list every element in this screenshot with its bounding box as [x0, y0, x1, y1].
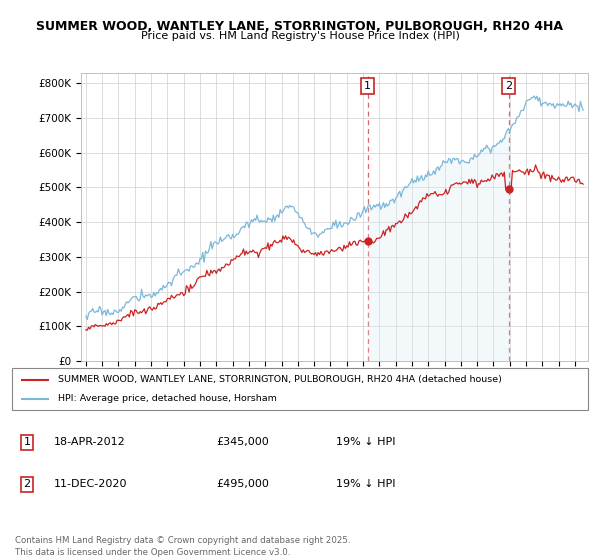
Text: SUMMER WOOD, WANTLEY LANE, STORRINGTON, PULBOROUGH, RH20 4HA: SUMMER WOOD, WANTLEY LANE, STORRINGTON, …	[37, 20, 563, 32]
Text: 11-DEC-2020: 11-DEC-2020	[54, 479, 128, 489]
Text: Contains HM Land Registry data © Crown copyright and database right 2025.
This d: Contains HM Land Registry data © Crown c…	[15, 536, 350, 557]
Text: SUMMER WOOD, WANTLEY LANE, STORRINGTON, PULBOROUGH, RH20 4HA (detached house): SUMMER WOOD, WANTLEY LANE, STORRINGTON, …	[58, 375, 502, 384]
Text: 19% ↓ HPI: 19% ↓ HPI	[336, 479, 395, 489]
Text: HPI: Average price, detached house, Horsham: HPI: Average price, detached house, Hors…	[58, 394, 277, 403]
Text: 18-APR-2012: 18-APR-2012	[54, 437, 126, 447]
Text: 2: 2	[23, 479, 31, 489]
Text: £495,000: £495,000	[216, 479, 269, 489]
Text: 1: 1	[364, 81, 371, 91]
Text: 1: 1	[23, 437, 31, 447]
Text: Price paid vs. HM Land Registry's House Price Index (HPI): Price paid vs. HM Land Registry's House …	[140, 31, 460, 41]
Text: £345,000: £345,000	[216, 437, 269, 447]
Text: 2: 2	[505, 81, 512, 91]
Text: 19% ↓ HPI: 19% ↓ HPI	[336, 437, 395, 447]
